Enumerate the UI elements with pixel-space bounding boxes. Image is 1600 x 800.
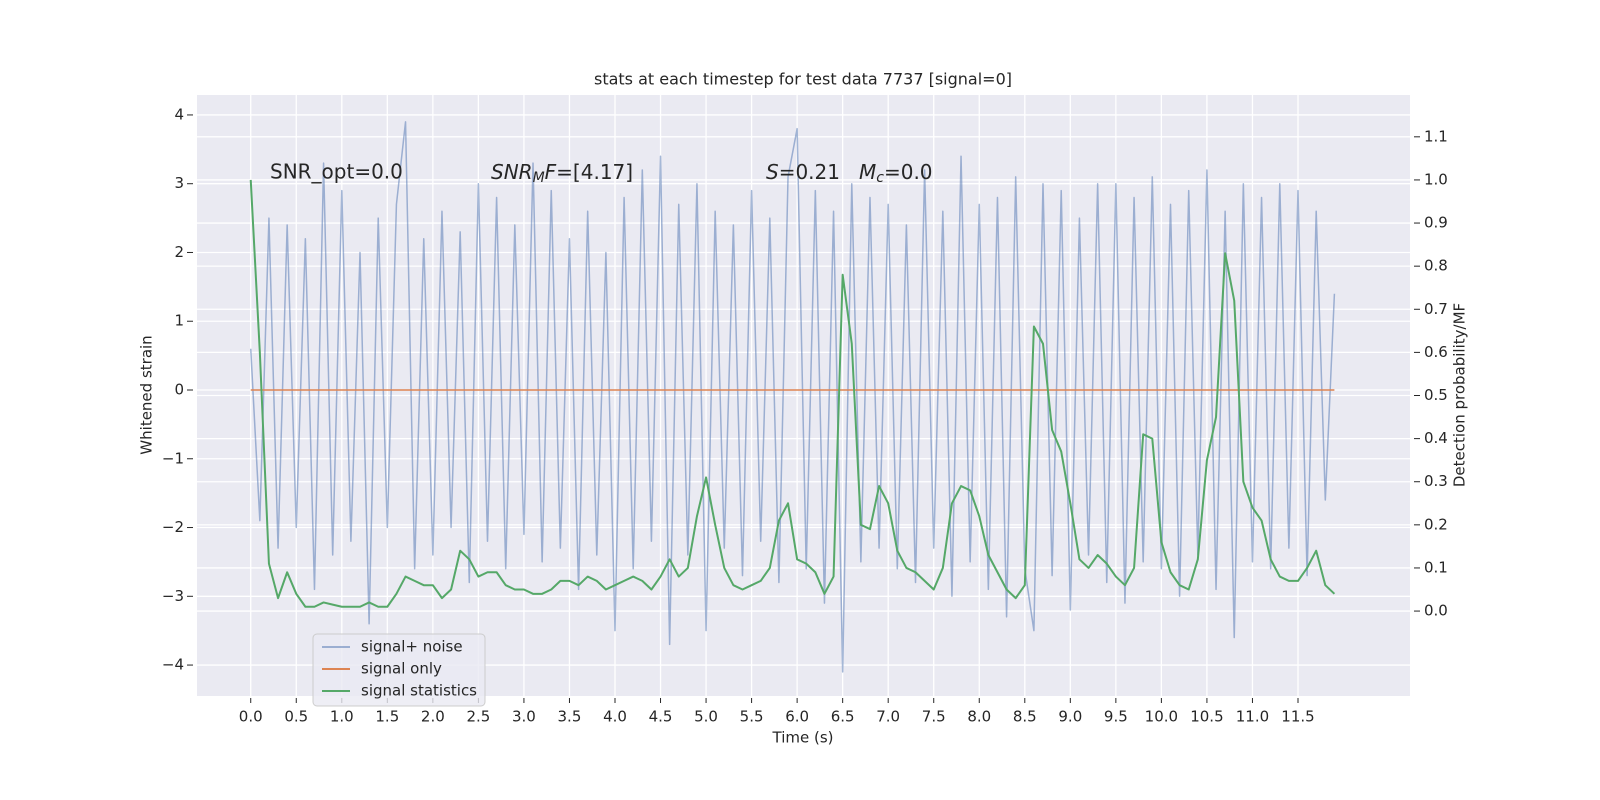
y2-tick-label: 0.5 bbox=[1424, 386, 1448, 404]
x-tick-label: 9.5 bbox=[1104, 708, 1128, 726]
x-tick-label: 0.5 bbox=[284, 708, 308, 726]
legend-label: signal only bbox=[361, 660, 442, 678]
series-line bbox=[249, 121, 1336, 673]
legend: signal+ noise signal only signal statistic… bbox=[312, 633, 486, 707]
x-tick-label: 8.0 bbox=[967, 708, 991, 726]
x-tick-label: 6.5 bbox=[831, 708, 855, 726]
x-tick-label: 7.0 bbox=[876, 708, 900, 726]
annotation: SNR_opt=0.0 bbox=[270, 160, 403, 184]
annotation-part: =0.0 bbox=[884, 160, 933, 184]
legend-label: signal statistics bbox=[361, 682, 477, 700]
annotation: Mc=0.0 bbox=[859, 160, 933, 187]
annotation-part: =[4.17] bbox=[556, 160, 633, 184]
x-tick-label: 4.5 bbox=[649, 708, 673, 726]
y2-tick-label: 0.0 bbox=[1424, 602, 1448, 620]
x-tick-label: 3.0 bbox=[512, 708, 536, 726]
series-line bbox=[249, 179, 1336, 608]
y-tick-label: 0 bbox=[174, 380, 184, 398]
x-tick-label: 5.5 bbox=[740, 708, 764, 726]
y-tick-label: 1 bbox=[174, 312, 184, 330]
y2-tick-label: 1.1 bbox=[1424, 127, 1448, 145]
y-tick-label: −4 bbox=[162, 656, 184, 674]
annotation-part: SNR bbox=[491, 160, 533, 184]
ticks: 0.0 0.5 1.0 1.5 2.0 2.5 3.0 3.5 4.0 4.5 5.0 5.5 6.0 6… bbox=[162, 105, 1448, 725]
x-tick-label: 11.0 bbox=[1236, 708, 1269, 726]
annotation: S=0.21 bbox=[766, 160, 840, 184]
y-tick-label: 4 bbox=[174, 105, 184, 123]
x-tick-label: 11.5 bbox=[1281, 708, 1314, 726]
x-tick-label: 3.5 bbox=[558, 708, 582, 726]
x-tick-label: 6.0 bbox=[785, 708, 809, 726]
x-tick-label: 7.5 bbox=[922, 708, 946, 726]
annotation-part: =0.21 bbox=[779, 160, 840, 184]
x-tick-label: 4.0 bbox=[603, 708, 627, 726]
legend-box bbox=[312, 633, 486, 707]
x-tick-label: 2.0 bbox=[421, 708, 445, 726]
x-tick-label: 8.5 bbox=[1013, 708, 1037, 726]
y-tick-label: −1 bbox=[162, 449, 184, 467]
x-tick-label: 9.0 bbox=[1058, 708, 1082, 726]
annotation-part: M bbox=[533, 170, 545, 186]
y2-tick-label: 1.0 bbox=[1424, 170, 1448, 188]
y-tick-label: 3 bbox=[174, 174, 184, 192]
y-tick-label: 2 bbox=[174, 243, 184, 261]
x-tick-label: 1.5 bbox=[375, 708, 399, 726]
x-tick-label: 10.0 bbox=[1145, 708, 1178, 726]
y2-tick-label: 0.1 bbox=[1424, 558, 1448, 576]
y2-tick-label: 0.3 bbox=[1424, 472, 1448, 490]
y2-tick-label: 0.6 bbox=[1424, 343, 1448, 361]
x-axis-label: Time (s) bbox=[772, 729, 834, 747]
y2-tick-label: 0.4 bbox=[1424, 429, 1448, 447]
annotation: SNRMF=[4.17] bbox=[491, 160, 633, 187]
y2-tick-label: 0.9 bbox=[1424, 214, 1448, 232]
chart-title: stats at each timestep for test data 773… bbox=[594, 70, 1012, 89]
x-tick-label: 5.0 bbox=[694, 708, 718, 726]
x-tick-label: 0.0 bbox=[239, 708, 263, 726]
y2-tick-label: 0.7 bbox=[1424, 300, 1448, 318]
annotation-part: F bbox=[545, 160, 557, 184]
y2-axis-label: Detection probability/MF bbox=[1451, 303, 1469, 487]
lines bbox=[249, 121, 1336, 673]
annotation-part: c bbox=[876, 170, 884, 186]
legend-label: signal+ noise bbox=[361, 638, 463, 656]
x-tick-label: 1.0 bbox=[330, 708, 354, 726]
x-tick-label: 2.5 bbox=[466, 708, 490, 726]
y-tick-label: −3 bbox=[162, 587, 184, 605]
y-tick-label: −2 bbox=[162, 518, 184, 536]
y-axis-label: Whitened strain bbox=[138, 335, 156, 454]
annotation-part: M bbox=[859, 160, 876, 184]
x-tick-label: 10.5 bbox=[1190, 708, 1223, 726]
annotation-part: S bbox=[766, 160, 779, 184]
y2-tick-label: 0.8 bbox=[1424, 257, 1448, 275]
y2-tick-label: 0.2 bbox=[1424, 515, 1448, 533]
